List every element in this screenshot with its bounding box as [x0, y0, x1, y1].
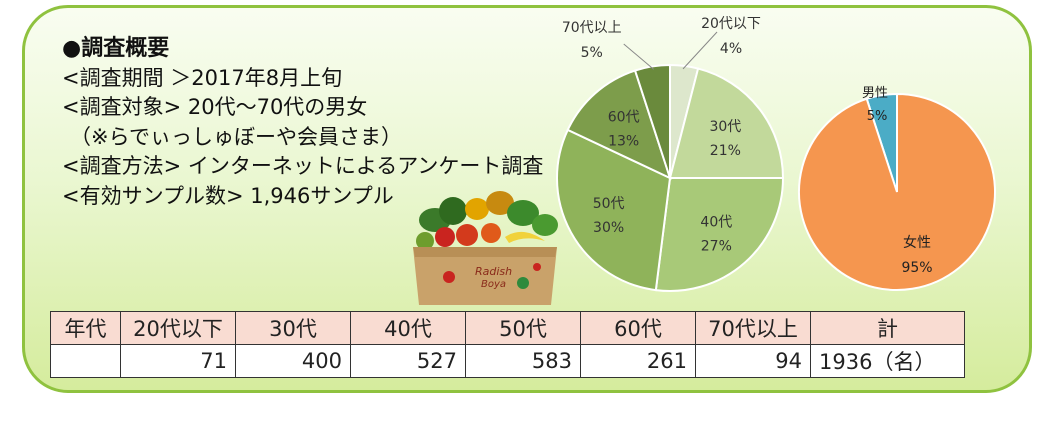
leader-line — [682, 31, 718, 70]
leader-line — [623, 43, 655, 70]
slice-label: 40代 — [700, 215, 732, 231]
slice-label: 60代 — [608, 109, 640, 125]
pie-slice-4 — [566, 69, 672, 180]
slice-percent: 4% — [720, 41, 742, 57]
table-header-cell: 20代以下 — [120, 311, 236, 345]
basket-logo-line2: Boya — [481, 279, 506, 290]
survey-summary: ●調査概要 <調査期間 ＞2017年8月上旬 <調査対象> 20代～70代の男女… — [62, 34, 543, 211]
table-header-cell: 40代 — [350, 311, 466, 345]
vegetable-basket-illustration: Radish Boya — [413, 191, 558, 305]
survey-sample-count: <有効サンプル数> 1,946サンプル — [62, 183, 394, 208]
slice-percent: 27% — [701, 239, 732, 255]
table-header-row: 年代 20代以下 30代 40代 50代 60代 70代以上 計 — [50, 311, 965, 345]
slice-label: 50代 — [593, 196, 625, 212]
slice-label: 男性 — [862, 86, 888, 101]
age-count-table: 年代 20代以下 30代 40代 50代 60代 70代以上 計 71 400 … — [50, 311, 965, 378]
survey-method: <調査方法> インターネットによるアンケート調査 — [62, 154, 544, 178]
slice-percent: 13% — [608, 133, 639, 149]
table-header-cell: 70代以上 — [695, 311, 811, 345]
slice-percent: 21% — [710, 143, 741, 159]
table-cell: 261 — [580, 344, 696, 378]
slice-label: 女性 — [903, 234, 931, 251]
table-cell: 583 — [465, 344, 581, 378]
table-header-cell: 60代 — [580, 311, 696, 345]
survey-period: <調査期間 ＞2017年8月上旬 — [62, 65, 343, 90]
basket-logo-line1: Radish — [475, 265, 512, 278]
survey-target: <調査対象> 20代～70代の男女 — [62, 95, 368, 119]
table-cell: 71 — [120, 344, 236, 378]
slice-percent: 5% — [581, 45, 603, 61]
slice-label: 20代以下 — [701, 16, 761, 32]
slice-label: 70代以上 — [562, 20, 622, 36]
pie-slice-5 — [633, 63, 671, 179]
slice-percent: 30% — [593, 220, 624, 236]
table-header-cell: 30代 — [235, 311, 351, 345]
table-row: 71 400 527 583 261 94 1936（名） — [50, 344, 965, 378]
table-total-cell: 1936（名） — [810, 344, 965, 378]
table-cell: 527 — [350, 344, 466, 378]
slice-percent: 5% — [867, 109, 888, 124]
survey-target-note: （※らでぃっしゅぼーや会員さま） — [70, 124, 402, 149]
table-header-cell: 計 — [810, 311, 965, 345]
pie-slice-1 — [798, 92, 996, 291]
table-cell: 94 — [695, 344, 811, 378]
slice-label: 30代 — [709, 119, 741, 135]
pie-slice-2 — [654, 177, 785, 292]
pie-slice-1 — [668, 67, 785, 179]
table-cell: 400 — [235, 344, 351, 378]
table-header-label: 年代 — [50, 311, 121, 345]
table-header-cell: 50代 — [465, 311, 581, 345]
pie-slice-3 — [556, 128, 672, 292]
survey-title: ●調査概要 — [62, 36, 170, 61]
slice-percent: 95% — [901, 260, 932, 276]
table-cell — [50, 344, 121, 378]
